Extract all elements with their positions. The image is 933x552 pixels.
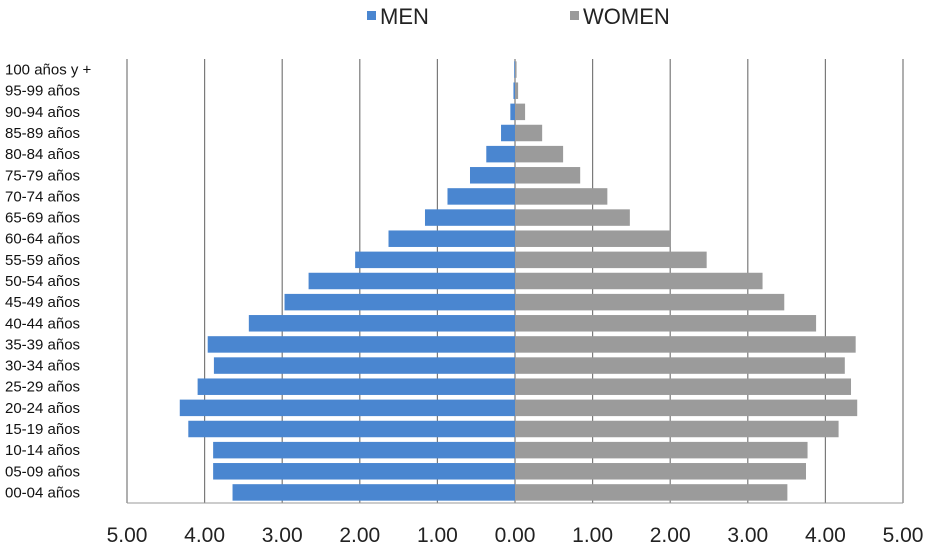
bar-women bbox=[515, 399, 858, 417]
bar-men bbox=[469, 167, 515, 184]
category-label: 15-19 años bbox=[5, 421, 80, 438]
bar-men bbox=[447, 188, 515, 205]
bar-men bbox=[213, 357, 516, 374]
x-tick-label: 4.00 bbox=[184, 524, 225, 547]
bar-men bbox=[388, 230, 515, 247]
bar-men bbox=[510, 103, 515, 121]
category-label: 75-79 años bbox=[5, 167, 80, 184]
category-label: 90-94 años bbox=[5, 104, 80, 121]
bar-women bbox=[515, 82, 519, 99]
bar-men bbox=[213, 441, 516, 459]
bar-men bbox=[513, 82, 515, 99]
bar-men bbox=[188, 420, 515, 438]
category-label: 65-69 años bbox=[5, 210, 80, 227]
x-tick-label: 5.00 bbox=[883, 524, 924, 547]
bar-men bbox=[207, 336, 516, 353]
category-label: 100 años y + bbox=[5, 62, 92, 79]
bar-men bbox=[232, 484, 515, 501]
bar-men bbox=[355, 251, 515, 269]
category-label: 05-09 años bbox=[5, 463, 80, 480]
legend: MEN WOMEN bbox=[367, 4, 670, 29]
x-tick-label: 1.00 bbox=[572, 524, 613, 547]
x-tick-label: 2.00 bbox=[650, 524, 691, 547]
bar-women bbox=[515, 293, 785, 311]
legend-label-men: MEN bbox=[380, 4, 429, 29]
bar-women bbox=[515, 357, 845, 374]
bars bbox=[179, 61, 858, 501]
bar-women bbox=[515, 378, 852, 395]
bar-women bbox=[515, 441, 808, 459]
category-label: 85-89 años bbox=[5, 125, 80, 142]
category-label: 80-84 años bbox=[5, 146, 80, 163]
x-tick-label: 5.00 bbox=[107, 524, 148, 547]
bar-men bbox=[514, 61, 516, 78]
bar-women bbox=[515, 61, 517, 78]
category-label: 25-29 años bbox=[5, 379, 80, 396]
bar-women bbox=[515, 315, 817, 332]
bar-women bbox=[515, 145, 564, 163]
bar-women bbox=[515, 463, 806, 480]
bar-women bbox=[515, 124, 543, 142]
category-label: 00-04 años bbox=[5, 484, 80, 501]
category-label: 70-74 años bbox=[5, 188, 80, 205]
bar-men bbox=[501, 124, 515, 142]
bar-women bbox=[515, 420, 839, 438]
category-label: 20-24 años bbox=[5, 400, 80, 417]
x-tick-label: 0.00 bbox=[495, 524, 536, 547]
legend-swatch-men bbox=[367, 11, 376, 20]
bar-women bbox=[515, 103, 526, 121]
bar-men bbox=[424, 209, 515, 226]
category-label: 40-44 años bbox=[5, 315, 80, 332]
x-tick-label: 2.00 bbox=[339, 524, 380, 547]
legend-label-women: WOMEN bbox=[583, 4, 670, 29]
category-label: 60-64 años bbox=[5, 231, 80, 248]
x-tick-labels: 5.00 4.00 3.00 2.00 1.00 0.00 1.00 2.00 3.00 4.00… bbox=[107, 524, 924, 547]
bar-women bbox=[515, 336, 856, 353]
bar-men bbox=[213, 463, 516, 480]
bar-women bbox=[515, 251, 707, 269]
category-label: 50-54 años bbox=[5, 273, 80, 290]
bar-men bbox=[486, 145, 515, 163]
bar-men bbox=[248, 315, 515, 332]
bar-women bbox=[515, 188, 608, 205]
bar-women bbox=[515, 167, 581, 184]
x-tick-label: 4.00 bbox=[805, 524, 846, 547]
bar-men bbox=[197, 378, 515, 395]
category-label: 30-34 años bbox=[5, 358, 80, 375]
bar-men bbox=[284, 293, 515, 311]
bar-women bbox=[515, 272, 763, 290]
bar-women bbox=[515, 230, 671, 247]
bar-men bbox=[179, 399, 515, 417]
x-tick-label: 3.00 bbox=[727, 524, 768, 547]
category-labels: 100 años y + 95-99 años 90-94 años 85-89 añ… bbox=[5, 62, 92, 502]
x-tick-label: 3.00 bbox=[262, 524, 303, 547]
category-label: 55-59 años bbox=[5, 252, 80, 269]
bar-men bbox=[308, 272, 515, 290]
bar-women bbox=[515, 484, 788, 501]
category-label: 35-39 años bbox=[5, 336, 80, 353]
x-tick-label: 1.00 bbox=[417, 524, 458, 547]
category-label: 10-14 años bbox=[5, 442, 80, 459]
legend-swatch-women bbox=[570, 11, 579, 20]
category-label: 45-49 años bbox=[5, 294, 80, 311]
category-label: 95-99 años bbox=[5, 83, 80, 100]
bar-women bbox=[515, 209, 630, 226]
